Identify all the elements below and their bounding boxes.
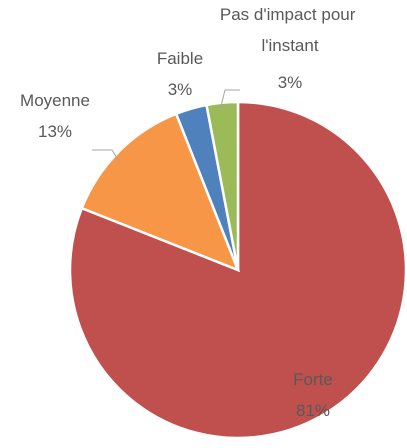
labels: Forte 81% Moyenne 13% Faible 3% Pas d'impact p… <box>20 5 360 420</box>
slice-label: Forte <box>293 370 333 389</box>
slice-value-label: 3% <box>168 80 193 99</box>
leader-line <box>219 89 240 111</box>
slice-label: Pas d'impact pour l'instant <box>220 5 360 55</box>
slice-label: Moyenne <box>20 91 90 110</box>
slice-value-label: 13% <box>38 122 72 141</box>
slice-label: Faible <box>157 49 203 68</box>
slice-value-label: 3% <box>278 73 303 92</box>
leader-line <box>92 149 121 164</box>
pie-slice <box>80 112 241 273</box>
pie-slice <box>68 100 407 440</box>
slice-value-label: 81% <box>296 401 330 420</box>
pie <box>68 100 407 440</box>
